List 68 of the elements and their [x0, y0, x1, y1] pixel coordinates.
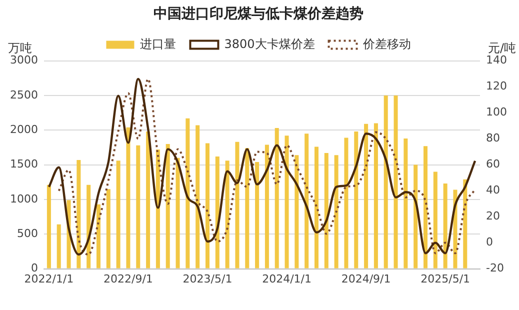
bar	[294, 155, 299, 268]
y-axis-title: 万吨	[8, 40, 32, 55]
legend-label: 进口量	[140, 36, 176, 51]
y-tick-label: 0	[30, 262, 38, 275]
y2-tick-label: 0	[486, 236, 494, 249]
bar	[56, 224, 61, 268]
bar	[334, 155, 338, 268]
x-tick-label: 2022/1/1	[24, 272, 74, 286]
bar	[255, 162, 260, 268]
x-tick-label: 2024/1/1	[262, 272, 312, 286]
bar	[76, 160, 81, 268]
y2-tick-label: 80	[486, 132, 500, 145]
bar	[215, 156, 220, 268]
bar	[166, 144, 170, 268]
y-tick-label: 2000	[10, 122, 38, 136]
bar	[384, 95, 388, 268]
bar	[186, 118, 190, 268]
bar	[354, 132, 358, 268]
legend-label: 价差移动	[362, 36, 411, 51]
x-tick-label: 2024/9/1	[341, 272, 391, 286]
bar	[146, 132, 150, 268]
y-tick-label: 1000	[10, 192, 38, 206]
x-tick-label: 2022/9/1	[104, 272, 153, 286]
bar	[423, 146, 428, 268]
y2-axis-title: 元/吨	[488, 40, 516, 55]
bar	[443, 184, 448, 268]
bar	[324, 153, 328, 268]
y2-tick-label: 40	[486, 184, 500, 197]
bar	[284, 136, 289, 268]
bar	[156, 150, 160, 268]
y2-tick-label: 60	[486, 158, 500, 171]
y-tick-label: 1500	[10, 158, 38, 171]
bar	[364, 124, 368, 268]
x-tick-label: 2025/5/1	[420, 272, 470, 286]
bar	[394, 95, 398, 268]
legend-label: 3800大卡煤价差	[224, 36, 315, 51]
y2-tick-label: 20	[486, 210, 500, 223]
bar	[225, 160, 230, 268]
y2-tick-label: 140	[486, 54, 508, 67]
bar	[46, 184, 51, 268]
bar	[126, 127, 130, 268]
bar	[463, 179, 468, 268]
y2-tick-label: -20	[486, 262, 504, 275]
chart-title: 中国进口印尼煤与低卡煤价差趋势	[154, 6, 364, 22]
bar	[414, 164, 418, 268]
y-tick-label: 2500	[10, 88, 38, 102]
bar	[235, 142, 240, 268]
bar	[136, 145, 140, 268]
bar	[274, 128, 279, 268]
bar	[433, 172, 438, 268]
bar	[264, 144, 269, 268]
bar	[304, 134, 309, 268]
bar	[344, 138, 348, 268]
bar	[116, 160, 120, 268]
x-tick-label: 2023/5/1	[182, 272, 232, 286]
bar	[106, 189, 110, 268]
y-tick-label: 3000	[10, 54, 38, 67]
bar	[404, 138, 408, 268]
bar	[245, 148, 250, 268]
y-tick-label: 500	[16, 226, 38, 240]
y2-tick-label: 120	[486, 80, 508, 93]
bar	[196, 125, 200, 268]
bar	[314, 146, 319, 268]
bar	[374, 123, 378, 268]
bar	[176, 158, 180, 268]
bar	[96, 204, 100, 268]
bar	[205, 143, 210, 268]
y2-tick-label: 100	[486, 106, 508, 119]
